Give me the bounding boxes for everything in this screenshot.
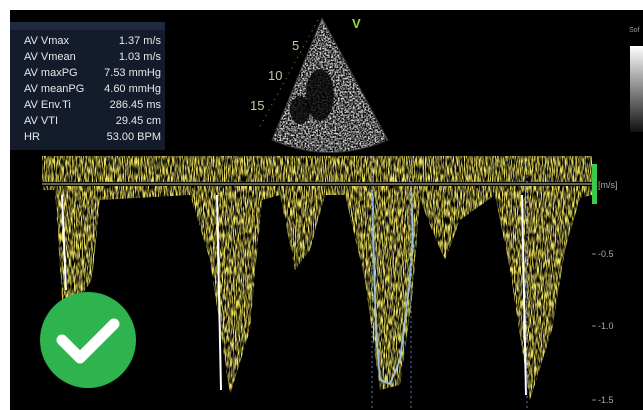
measurement-value: 1.37 m/s (119, 35, 162, 47)
scale-unit: [m/s] (598, 180, 618, 190)
side-panel-label: Sof (629, 27, 640, 34)
sector-chamber (290, 96, 310, 124)
scale-label: -1.5 (598, 395, 614, 405)
measurement-label: AV Vmax (24, 35, 70, 47)
sector-chamber (306, 69, 334, 121)
measurement-label: AV VTI (24, 115, 58, 127)
measurement-value: 53.00 BPM (107, 131, 161, 143)
measurement-value: 29.45 cm (116, 115, 161, 127)
measurement-label: AV maxPG (24, 67, 78, 79)
sector-marker: V (352, 16, 361, 31)
scale-label: -1.0 (598, 321, 614, 331)
depth-label: 5 (292, 38, 299, 53)
measurement-value: 1.03 m/s (119, 51, 162, 63)
ultrasound-view: V 5 10 15 Sof AV Vmax 1.37 m/s AV Vmean 1.0… (0, 0, 643, 410)
scale-indicator (592, 164, 597, 204)
measurement-label: AV Env.Ti (24, 99, 71, 111)
measurement-value: 4.60 mmHg (104, 83, 161, 95)
depth-label: 10 (268, 68, 282, 83)
scale-label: -0.5 (598, 249, 614, 259)
measurement-label: AV meanPG (24, 83, 84, 95)
measurement-value: 7.53 mmHg (104, 67, 161, 79)
screenshot: V 5 10 15 Sof AV Vmax 1.37 m/s AV Vmean 1.0… (0, 0, 643, 410)
check-badge (40, 292, 136, 388)
measurement-label: AV Vmean (24, 51, 76, 63)
measurement-value: 286.45 ms (110, 99, 162, 111)
depth-label: 15 (250, 98, 264, 113)
spectrum-upper-band (42, 156, 592, 182)
grayscale-bar (630, 46, 643, 132)
measurement-panel-header (10, 22, 165, 30)
measurement-label: HR (24, 131, 40, 143)
